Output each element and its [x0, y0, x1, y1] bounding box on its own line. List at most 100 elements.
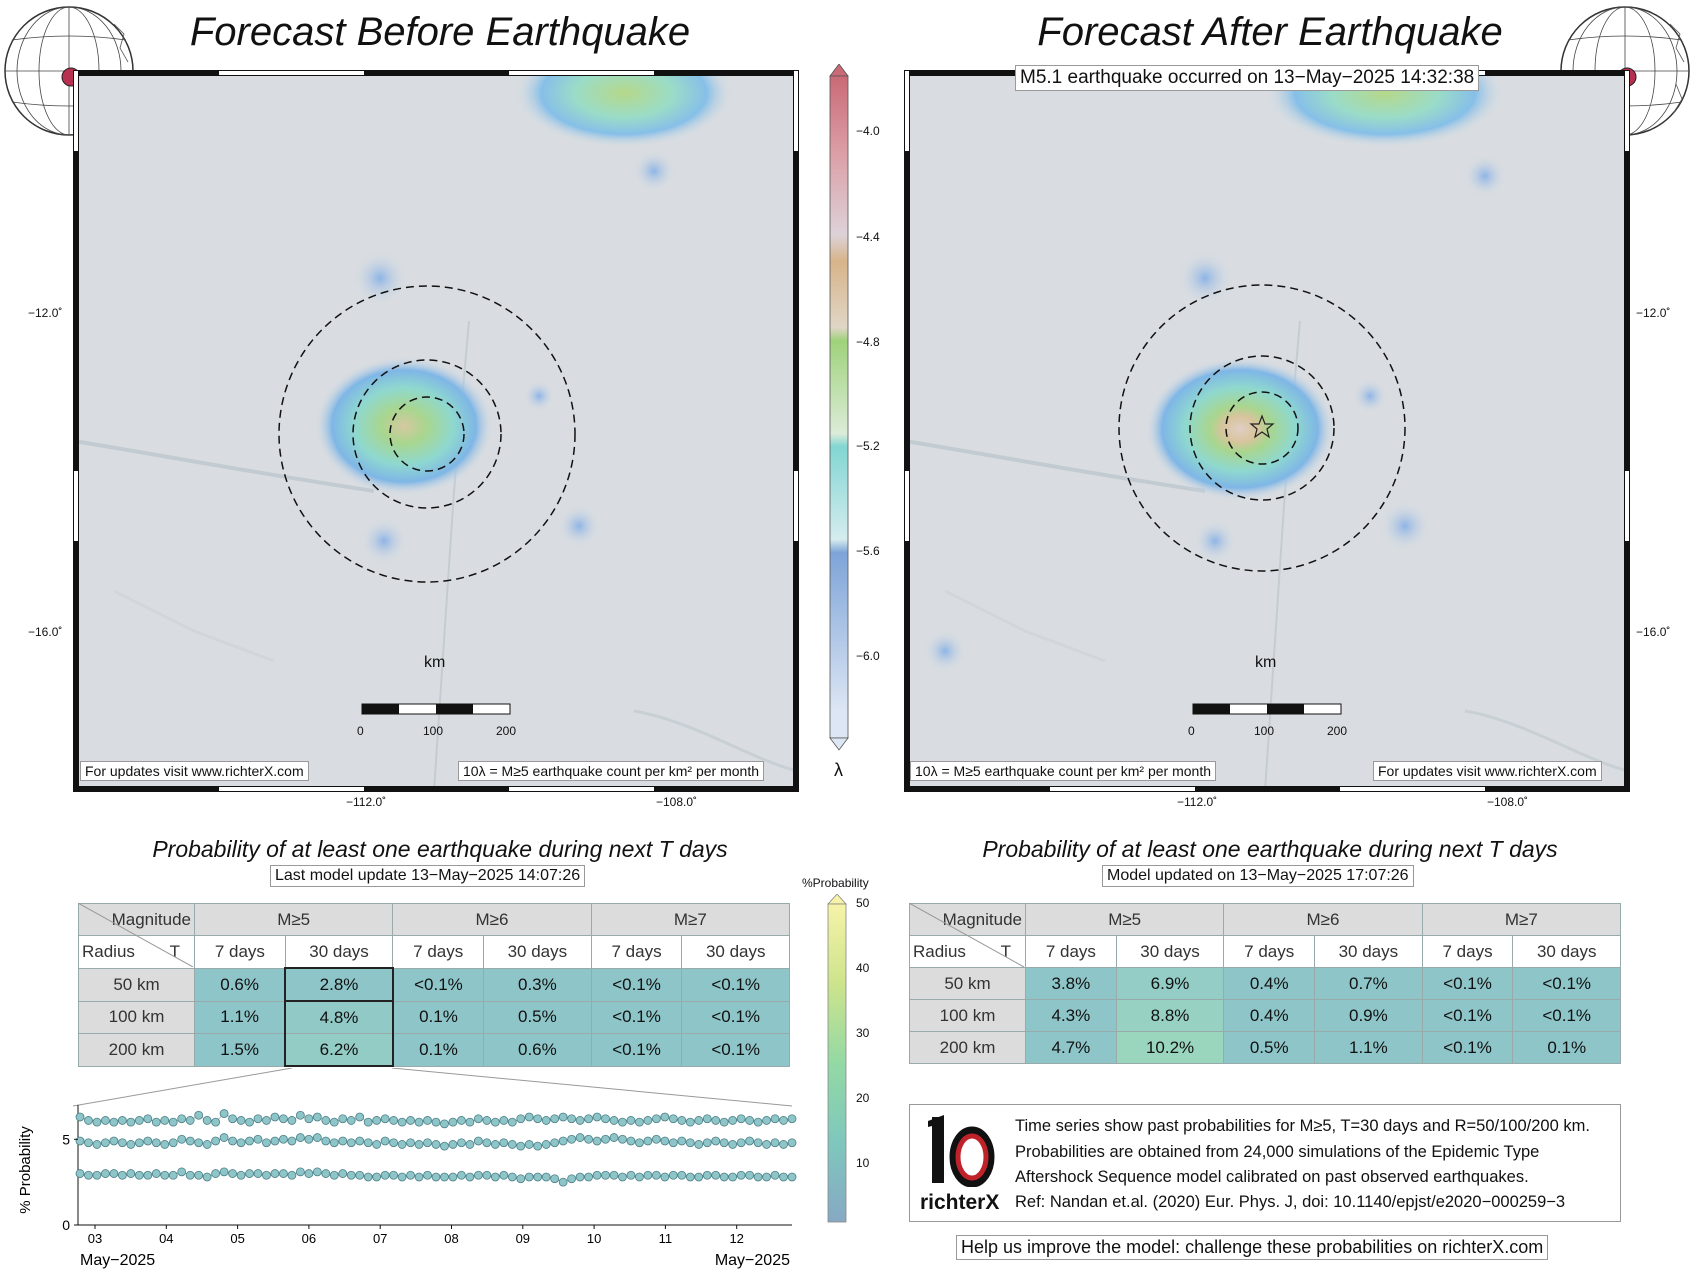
series-point: [338, 1136, 348, 1146]
series-point: [668, 1114, 678, 1124]
series-point: [448, 1117, 458, 1127]
series-point: [762, 1140, 771, 1149]
series-point: [338, 1114, 348, 1124]
series-point: [397, 1172, 407, 1182]
x-start-label: May−2025: [80, 1252, 155, 1269]
radius-cell: 200 km: [909, 1031, 1026, 1064]
series-point: [134, 1116, 144, 1125]
series-point: [329, 1117, 339, 1127]
series-point: [736, 1138, 746, 1148]
series-point: [660, 1112, 670, 1122]
series-point: [787, 1114, 797, 1124]
prob-tick-30: 30: [856, 1026, 870, 1040]
left-url-box[interactable]: For updates visit www.richterX.com: [80, 761, 309, 781]
series-point: [643, 1116, 653, 1125]
series-point: [618, 1117, 627, 1127]
corner-cell: Magnitude: [909, 903, 1026, 936]
rate-tick-4: −5.6: [856, 544, 880, 558]
series-point: [533, 1114, 543, 1124]
series-point: [558, 1112, 568, 1122]
series-point: [295, 1133, 305, 1142]
period-header: 7 days: [194, 935, 286, 969]
y-axis-label: % Probability: [17, 1126, 34, 1214]
right-radius-50km: [1225, 391, 1299, 465]
series-point: [304, 1169, 314, 1178]
series-point: [202, 1140, 212, 1149]
series-point: [482, 1138, 492, 1148]
left-radius-50km: [389, 396, 465, 472]
series-point: [194, 1170, 204, 1180]
series-point: [304, 1114, 314, 1124]
series-point: [202, 1172, 212, 1182]
prob-cell: <0.1%: [681, 967, 790, 1002]
series-point: [75, 1112, 85, 1122]
series-point: [194, 1138, 204, 1148]
corner-cell: Radius T: [78, 935, 195, 969]
series-point: [194, 1110, 204, 1120]
series-point: [346, 1138, 356, 1148]
series-point: [626, 1116, 636, 1125]
series-point: [228, 1136, 237, 1146]
series-point: [245, 1136, 254, 1146]
table-row: 200 km 1.5% 6.2% 0.1% 0.6% <0.1% <0.1%: [78, 1033, 790, 1067]
series-point: [253, 1114, 263, 1124]
series-point: [719, 1117, 729, 1127]
table-row: 100 km 4.3% 8.8% 0.4% 0.9% <0.1% <0.1%: [909, 999, 1621, 1032]
corner-t: T: [169, 941, 180, 961]
radius-cell: 50 km: [78, 967, 195, 1002]
right-lon-label-112: −112.0˚: [1177, 795, 1218, 809]
series-point: [143, 1114, 153, 1124]
series-point: [431, 1117, 441, 1127]
mag-header: M≥6: [1223, 903, 1423, 936]
series-point: [109, 1169, 119, 1178]
series-point: [490, 1172, 500, 1182]
series-point: [660, 1136, 670, 1146]
series-point: [117, 1116, 127, 1125]
series-point: [245, 1117, 254, 1127]
right-table-title: Probability of at least one earthquake d…: [982, 836, 1558, 862]
series-point: [677, 1170, 687, 1180]
series-point: [618, 1172, 627, 1182]
period-header: 30 days: [681, 935, 790, 969]
x-tick-label: 04: [159, 1231, 173, 1246]
left-radius-200km: [278, 285, 576, 583]
rate-tick-2: −4.8: [856, 335, 880, 349]
series-point: [592, 1170, 602, 1180]
prob-cell: <0.1%: [590, 1033, 683, 1067]
series-point: [372, 1140, 382, 1149]
series-point: [109, 1117, 119, 1127]
help-improve-link[interactable]: Help us improve the model: challenge the…: [956, 1235, 1549, 1260]
series-point: [321, 1136, 331, 1146]
series-point: [236, 1116, 246, 1125]
prob-colorbar-title: %Probability: [802, 876, 869, 890]
right-url-box[interactable]: For updates visit www.richterX.com: [1373, 761, 1602, 781]
series-point: [236, 1138, 246, 1148]
series-point: [355, 1170, 365, 1180]
series-point: [643, 1136, 653, 1146]
series-point: [380, 1114, 390, 1124]
series-point: [601, 1134, 610, 1144]
left-lat-label-16: −16.0˚: [28, 625, 63, 639]
series-point: [295, 1167, 305, 1177]
right-probability-table: Magnitude M≥5 M≥6 M≥7 Radius T 7 days 30…: [909, 903, 1622, 1064]
corner-cell: Magnitude: [78, 903, 195, 936]
period-header: 30 days: [1115, 935, 1225, 968]
series-point: [101, 1138, 110, 1148]
prob-cell: 0.4%: [1223, 967, 1316, 1000]
series-point: [609, 1133, 619, 1142]
left-lon-label-108: −108.0˚: [656, 795, 698, 809]
series-point: [126, 1140, 136, 1149]
series-point: [321, 1116, 331, 1125]
series-point: [745, 1136, 755, 1146]
series-point: [728, 1116, 738, 1125]
richterx-logo-text: richterX: [920, 1191, 1000, 1214]
series-point: [482, 1116, 492, 1125]
series-point: [575, 1133, 585, 1142]
radius-cell: 100 km: [78, 1000, 195, 1034]
prob-cell: 0.9%: [1314, 999, 1423, 1032]
series-point: [507, 1172, 517, 1182]
series-point: [753, 1138, 763, 1148]
series-point: [550, 1138, 560, 1148]
prob-cell: <0.1%: [1421, 999, 1514, 1032]
series-point: [651, 1114, 661, 1124]
